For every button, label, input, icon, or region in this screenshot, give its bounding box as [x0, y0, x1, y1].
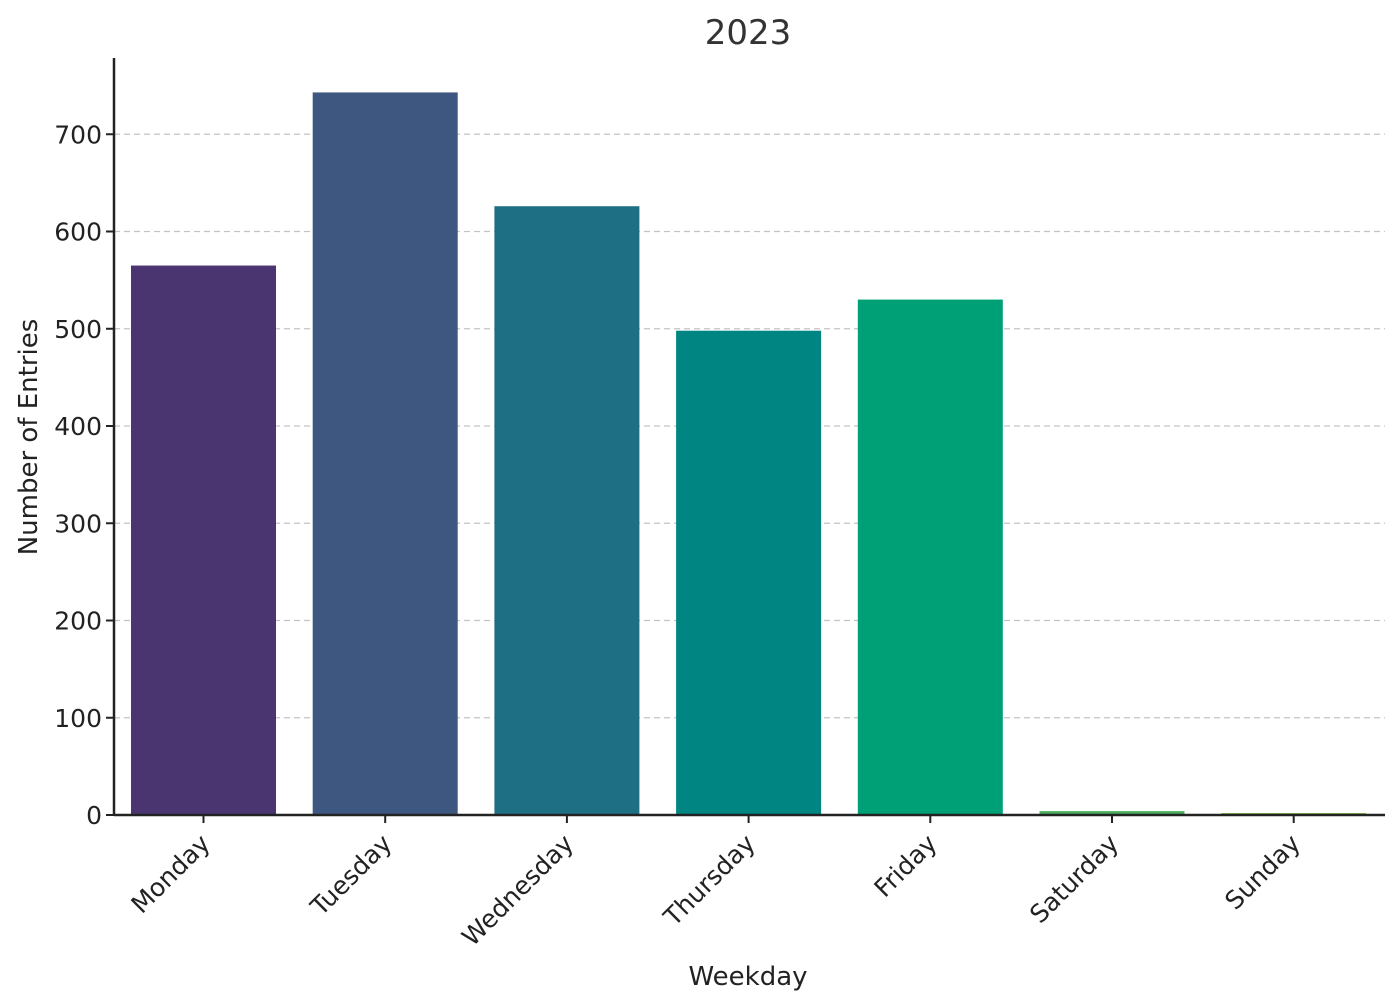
- x-axis-label: Weekday: [688, 962, 807, 992]
- y-tick-label: 300: [54, 509, 102, 538]
- y-tick-label: 0: [86, 801, 102, 830]
- y-tick-label: 100: [54, 704, 102, 733]
- y-tick-label: 400: [54, 412, 102, 441]
- y-tick-label: 600: [54, 218, 102, 247]
- x-tick-label: Wednesday: [456, 829, 579, 952]
- bar: [131, 265, 276, 816]
- bar: [1039, 811, 1185, 815]
- bar: [312, 92, 458, 816]
- y-axis-label: Number of Entries: [14, 319, 44, 556]
- y-tick-label: 700: [54, 120, 102, 149]
- bar: [494, 206, 640, 816]
- x-tick-label: Tuesday: [304, 829, 397, 922]
- x-tick-label: Monday: [125, 829, 215, 919]
- x-tick-labels: Monday Tuesday Wednesday Thursday Friday Satu…: [125, 815, 1306, 952]
- bars: [131, 92, 1367, 816]
- bar: [676, 330, 822, 815]
- y-tick-label: 200: [54, 607, 102, 636]
- x-tick-label: Friday: [868, 829, 942, 903]
- x-tick-label: Thursday: [657, 829, 761, 933]
- chart-title: 2023: [705, 13, 792, 53]
- x-tick-label: Saturday: [1024, 829, 1124, 929]
- y-tick-label: 500: [54, 315, 102, 344]
- y-tick-labels: 0 100 200 300 400 500 600 700: [54, 120, 114, 830]
- x-tick-label: Sunday: [1219, 829, 1306, 916]
- bar: [857, 299, 1003, 815]
